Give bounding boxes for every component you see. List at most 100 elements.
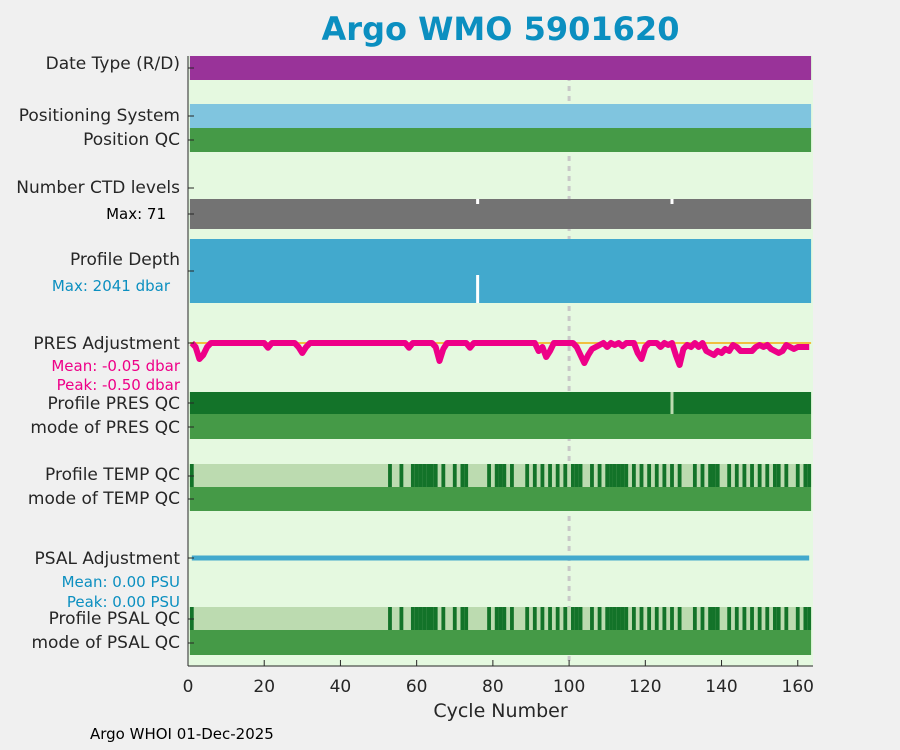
profile-psal-qc-cycle <box>700 607 705 630</box>
profile-depth-max: Max: 2041 dbar <box>51 277 170 295</box>
profile-psal-qc-cycle <box>784 607 789 630</box>
profile-temp-qc-cycle <box>712 464 716 487</box>
x-tick-label: 0 <box>183 677 194 697</box>
profile-temp-qc-cycle <box>452 464 457 487</box>
profile-psal-qc-cycle <box>620 607 625 630</box>
profile-pres-qc-light <box>670 392 674 414</box>
profile-temp-qc-cycle <box>639 464 644 487</box>
profile-temp-qc-cycle <box>765 464 770 487</box>
profile-psal-qc-cycle <box>765 607 770 630</box>
position-qc-bar <box>189 128 812 152</box>
profile-psal-qc-cycle <box>590 607 594 630</box>
profile-psal-qc-cycle <box>715 607 720 630</box>
profile-temp-qc-cycle <box>510 464 514 487</box>
label-date-type: Date Type (R/D) <box>45 54 180 74</box>
x-tick-label: 60 <box>406 677 428 697</box>
profile-depth-gap <box>476 275 480 303</box>
profile-temp-qc-cycle <box>498 464 503 487</box>
profile-psal-qc-cycle <box>540 607 545 630</box>
x-tick-label: 160 <box>782 677 814 697</box>
profile-temp-qc-cycle <box>460 464 465 487</box>
label-positioning-system: Positioning System <box>18 106 180 126</box>
profile-psal-qc-cycle <box>616 607 621 630</box>
profile-temp-qc-cycle <box>441 464 446 487</box>
profile-psal-qc-cycle <box>532 607 537 630</box>
profile-psal-qc-cycle <box>757 607 762 630</box>
label-pres-adjustment: PRES Adjustment <box>33 334 180 354</box>
profile-psal-qc-cycle <box>605 607 610 630</box>
label-mode-temp-qc: mode of TEMP QC <box>27 489 180 509</box>
profile-psal-qc-cycle <box>555 607 560 630</box>
profile-psal-qc-cycle <box>410 607 415 630</box>
label-mode-psal-qc: mode of PSAL QC <box>31 633 180 653</box>
profile-psal-qc-cycle <box>712 607 716 630</box>
ctd-levels-bar <box>189 199 812 229</box>
profile-temp-qc-cycle <box>399 464 404 487</box>
profile-psal-qc-cycle <box>742 607 747 630</box>
chart-title: Argo WMO 5901620 <box>321 10 680 48</box>
label-psal-adjustment: PSAL Adjustment <box>34 549 180 569</box>
label-profile-psal-qc: Profile PSAL QC <box>48 609 180 629</box>
profile-temp-qc-cycle <box>776 464 781 487</box>
profile-psal-qc-cycle <box>708 607 713 630</box>
profile-temp-qc-cycle <box>426 464 430 487</box>
profile-temp-qc-cycle <box>795 464 800 487</box>
profile-psal-qc-cycle <box>677 607 682 630</box>
profile-pres-qc-bar <box>189 392 812 414</box>
profile-temp-qc-cycle <box>654 464 659 487</box>
profile-psal-qc-cycle <box>803 607 808 630</box>
profile-temp-qc-cycle <box>715 464 720 487</box>
profile-psal-qc-cycle <box>750 607 754 630</box>
profile-temp-qc-cycle <box>670 464 674 487</box>
profile-temp-qc-cycle <box>742 464 747 487</box>
x-tick-label: 120 <box>629 677 661 697</box>
profile-psal-qc-cycle <box>662 607 667 630</box>
profile-psal-qc-cycle <box>498 607 503 630</box>
profile-temp-qc-cycle <box>708 464 713 487</box>
profile-psal-qc-cycle <box>624 607 629 630</box>
profile-psal-qc-cycle <box>772 607 777 630</box>
profile-temp-qc-cycle <box>414 464 419 487</box>
profile-psal-qc-cycle <box>441 607 446 630</box>
label-mode-pres-qc: mode of PRES QC <box>30 418 180 438</box>
profile-psal-qc-cycle <box>422 607 427 630</box>
profile-psal-qc-cycle <box>525 607 530 630</box>
profile-temp-qc-cycle <box>429 464 434 487</box>
profile-temp-qc-cycle <box>631 464 636 487</box>
profile-psal-qc-cycle <box>795 607 800 630</box>
profile-psal-qc-cycle <box>727 607 732 630</box>
profile-psal-qc-cycle <box>464 607 469 630</box>
plot-background <box>188 56 813 666</box>
psal-adjustment-mean: Mean: 0.00 PSU <box>61 573 180 591</box>
profile-psal-qc-cycle <box>578 607 583 630</box>
x-tick-label: 140 <box>705 677 737 697</box>
profile-temp-qc-cycle <box>647 464 652 487</box>
profile-psal-qc-cycle <box>429 607 434 630</box>
profile-temp-qc-cycle <box>590 464 594 487</box>
profile-psal-qc-cycle <box>647 607 652 630</box>
psal-adjustment-peak: Peak: 0.00 PSU <box>66 593 180 611</box>
profile-temp-qc-cycle <box>525 464 530 487</box>
label-profile-temp-qc: Profile TEMP QC <box>45 465 180 485</box>
profile-temp-qc-cycle <box>677 464 682 487</box>
profile-temp-qc-cycle <box>807 464 812 487</box>
profile-temp-qc-cycle <box>662 464 667 487</box>
date-type-bar <box>189 56 812 80</box>
profile-psal-qc-cycle <box>609 607 613 630</box>
profile-temp-qc-cycle <box>616 464 621 487</box>
profile-psal-qc-cycle <box>487 607 491 630</box>
footer-credit: Argo WHOI 01-Dec-2025 <box>90 725 274 743</box>
profile-psal-qc-cycle <box>654 607 659 630</box>
profile-temp-qc-cycle <box>548 464 552 487</box>
profile-temp-qc-cycle <box>418 464 423 487</box>
profile-temp-qc-cycle <box>410 464 415 487</box>
profile-psal-qc-cycle <box>734 607 739 630</box>
profile-temp-qc-cycle <box>605 464 610 487</box>
profile-psal-qc-cycle <box>639 607 644 630</box>
pres-adjustment-line <box>189 340 810 368</box>
profile-psal-qc-cycle <box>399 607 404 630</box>
mode-temp-qc-bar <box>189 487 812 511</box>
profile-psal-qc-cycle <box>612 607 617 630</box>
profile-temp-qc-cycle <box>540 464 545 487</box>
